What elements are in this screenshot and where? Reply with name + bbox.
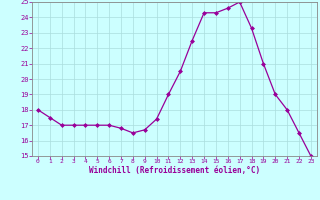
X-axis label: Windchill (Refroidissement éolien,°C): Windchill (Refroidissement éolien,°C) (89, 166, 260, 175)
